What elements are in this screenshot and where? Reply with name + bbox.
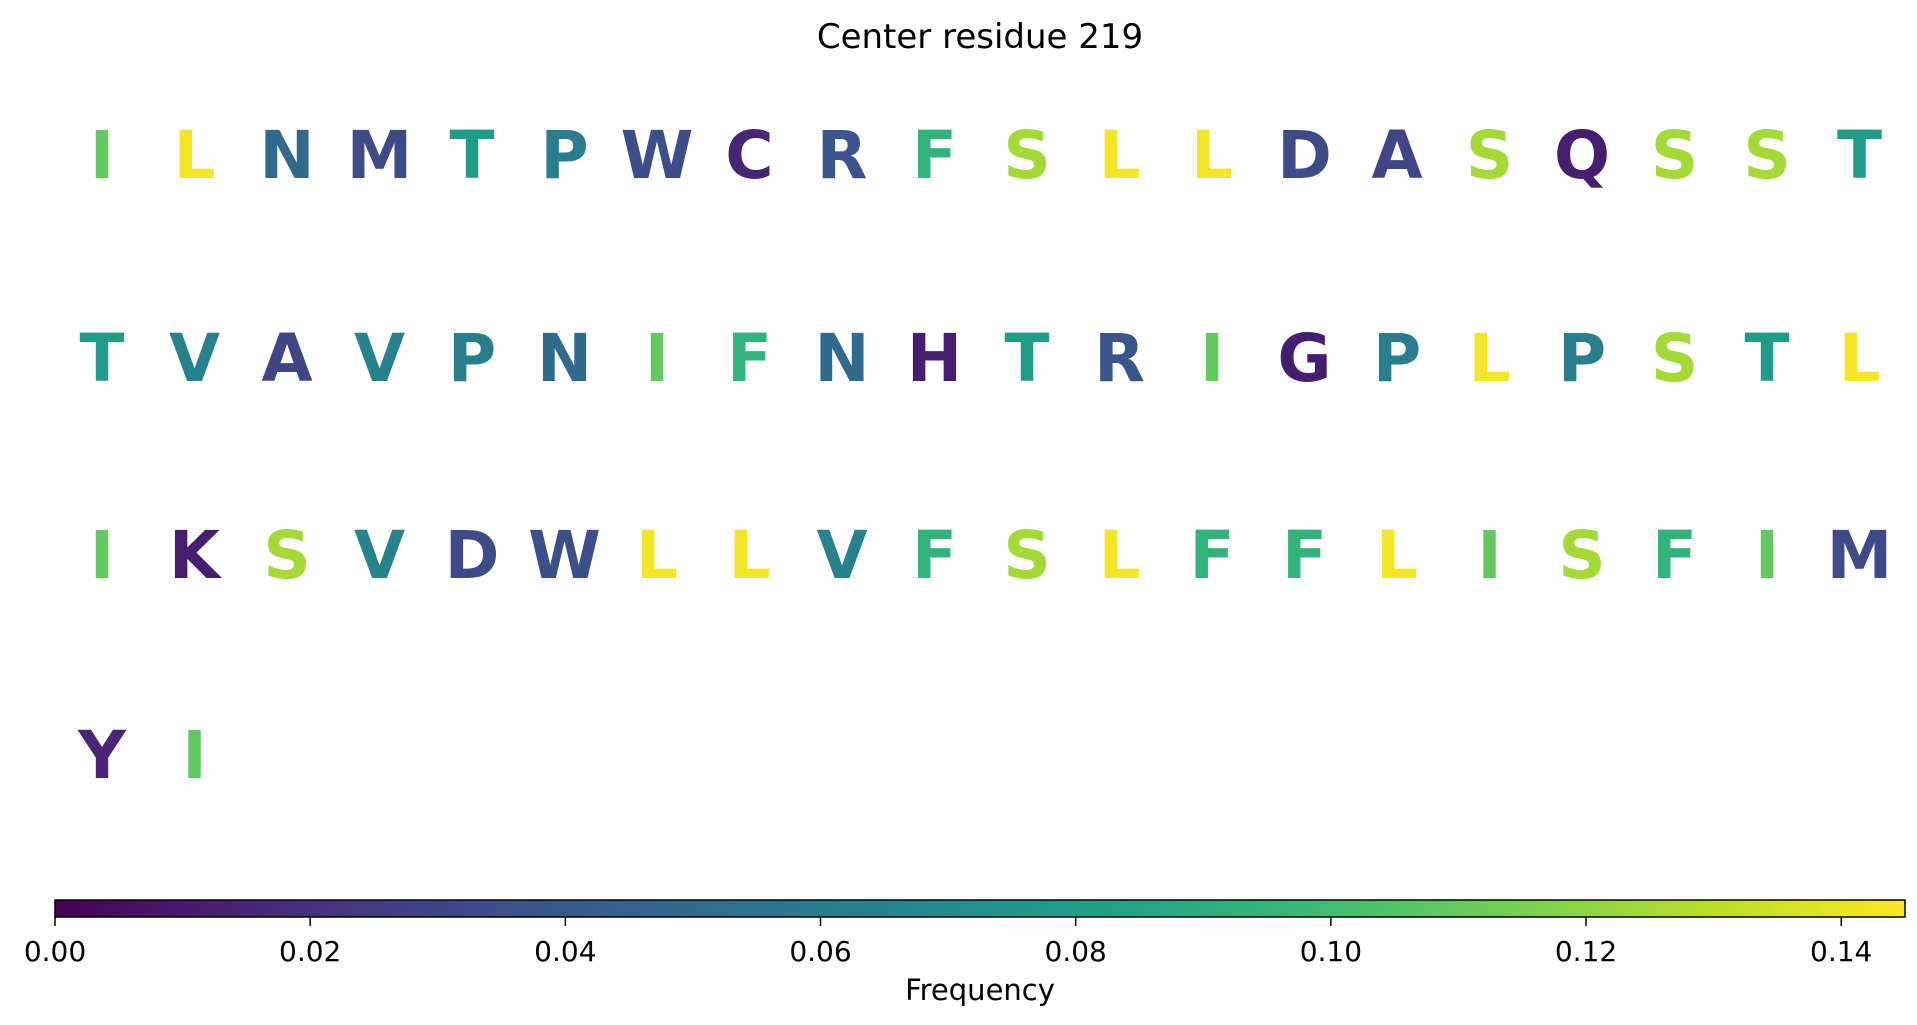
residue-letter: S [263,517,311,594]
residue-letter: S [1651,320,1699,397]
colorbar-gradient [54,899,1906,918]
colorbar-tick-label: 0.00 [24,935,86,968]
residue-letter: F [1189,517,1234,594]
residue-letter: F [727,320,772,397]
residue-letter: R [817,117,868,194]
residue-letter: V [354,517,405,594]
residue-grid: I L N M T P W C R F S L L D A S Q S S TT V A V P N I F N H T R I G P L P S T L… [77,117,1892,794]
residue-letter: Y [77,717,127,794]
residue-letter: L [173,117,215,194]
residue-letter: L [1098,117,1140,194]
residue-letter: W [621,117,694,194]
residue-letter: A [261,320,312,397]
colorbar-tick-label: 0.14 [1810,935,1872,968]
residue-letter: N [537,320,592,397]
residue-letter: S [1651,117,1699,194]
residue-letter: M [1827,517,1893,594]
residue-letter: K [169,517,223,594]
colorbar-tick-label: 0.10 [1300,935,1362,968]
residue-letter: I [90,517,115,594]
residue-letter: F [912,117,957,194]
colorbar-tick-label: 0.04 [534,935,596,968]
residue-letter: S [1003,517,1051,594]
residue-letter: I [1200,320,1225,397]
residue-letter: T [1744,320,1789,397]
residue-letter: P [1558,320,1606,397]
residue-letter: P [1373,320,1421,397]
residue-letter: S [1558,517,1606,594]
residue-letter: I [90,117,115,194]
residue-letter: L [1191,117,1233,194]
residue-letter: T [1004,320,1049,397]
residue-letter: D [445,517,500,594]
residue-letter: N [259,117,314,194]
residue-letter: S [1466,117,1514,194]
colorbar-tick-label: 0.02 [279,935,341,968]
residue-letter: A [1371,117,1422,194]
residue-letter: S [1743,117,1791,194]
residue-letter: L [1376,517,1418,594]
residue-letter: I [645,320,670,397]
colorbar-ticks: 0.00 0.02 0.04 0.06 0.08 0.10 0.12 0.14 [24,917,1872,968]
residue-letter: V [816,517,867,594]
residue-letter: G [1277,320,1331,397]
residue-letter: H [907,320,962,397]
residue-letter: M [347,117,413,194]
residue-letter: T [1837,117,1882,194]
residue-letter: L [636,517,678,594]
residue-letter: L [728,517,770,594]
colorbar-tick-label: 0.12 [1555,935,1617,968]
chart-title: Center residue 219 [817,17,1143,57]
residue-letter: T [449,117,494,194]
residue-letter: D [1277,117,1332,194]
residue-letter: L [1098,517,1140,594]
residue-letter: V [354,320,405,397]
residue-letter: R [1094,320,1145,397]
residue-letter: S [1003,117,1051,194]
residue-letter: T [79,320,124,397]
residue-letter: N [814,320,869,397]
residue-letter: P [540,117,588,194]
colorbar-tick-label: 0.06 [789,935,851,968]
colorbar-label: Frequency [905,973,1055,1007]
residue-letter: L [1468,320,1510,397]
residue-letter: V [169,320,220,397]
residue-letter: L [1838,320,1880,397]
residue-letter: I [182,717,207,794]
residue-letter: C [725,117,773,194]
residue-letter: I [1755,517,1780,594]
residue-letter: W [528,517,601,594]
colorbar: 0.00 0.02 0.04 0.06 0.08 0.10 0.12 0.14 Frequen… [24,899,1906,1007]
residue-letter: Q [1554,117,1610,194]
residue-letter: F [912,517,957,594]
residue-letter: F [1282,517,1327,594]
residue-letter: P [448,320,496,397]
residue-letter: I [1477,517,1502,594]
colorbar-tick-label: 0.08 [1045,935,1107,968]
residue-letter: F [1652,517,1697,594]
